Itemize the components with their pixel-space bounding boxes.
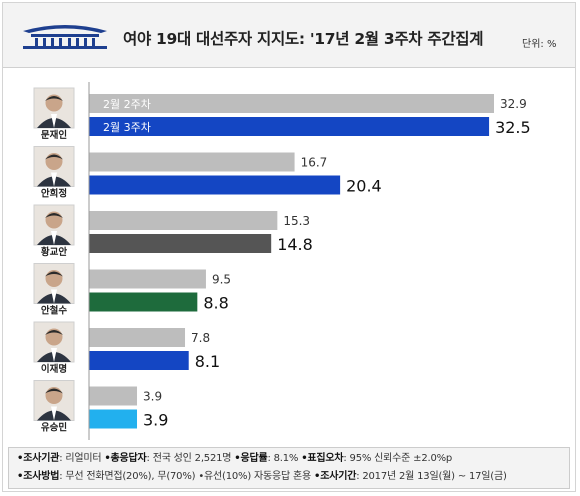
chart-title: 여야 19대 대선주자 지지도: '17년 2월 3주차 주간집계 (123, 30, 484, 48)
survey-notes: •조사기관: 리얼미터 •총응답자: 전국 성인 2,521명 •응답률: 8.… (8, 447, 570, 489)
candidate-name: 황교안 (41, 246, 67, 258)
blue-house-logo-icon (23, 25, 107, 49)
portrait-hair (45, 154, 63, 160)
survey-note-value: : 리얼미터 (59, 453, 105, 464)
portrait-hair (45, 213, 63, 218)
portrait-hair (45, 330, 63, 335)
bar-current-week (89, 351, 189, 370)
portrait-shirt (51, 406, 57, 421)
portrait-hair (45, 271, 63, 277)
bar-current-week (89, 409, 138, 429)
value-label-current-week: 32.5 (495, 118, 531, 137)
survey-notes-line-1: •조사기관: 리얼미터 •총응답자: 전국 성인 2,521명 •응답률: 8.… (17, 450, 569, 468)
candidate-name: 이재명 (41, 363, 67, 375)
survey-note-value: : 8.1% (267, 453, 302, 464)
bar-previous-week (89, 211, 278, 230)
survey-note-label: •조사기간 (314, 471, 357, 482)
bar-previous-week (89, 269, 206, 289)
bar-current-week (89, 117, 490, 136)
value-label-previous-week: 3.9 (143, 390, 162, 404)
bar-current-week (89, 292, 198, 312)
portrait-hair (45, 96, 63, 101)
survey-note-value: : 2017년 2월 13일(월) ~ 17일(금) (356, 471, 507, 482)
value-label-previous-week: 15.3 (283, 214, 310, 228)
survey-note-label: •조사기관 (17, 453, 60, 464)
survey-note-label: •표집오차 (301, 453, 344, 464)
bar-previous-week (89, 152, 295, 172)
survey-note-label: •조사방법 (17, 471, 60, 482)
bar-previous-week (89, 328, 186, 347)
value-label-current-week: 8.8 (203, 294, 228, 313)
bar-current-week (89, 234, 272, 253)
portrait-shirt (51, 231, 57, 245)
series-label-previous-week: 2월 2주차 (103, 98, 151, 111)
survey-note-value: : 95% 신뢰수준 ±2.0%p (343, 453, 453, 464)
portrait-hair (45, 388, 63, 394)
bar-current-week (89, 175, 341, 195)
survey-notes-line-2: •조사방법: 무선 전화면접(20%), 무(70%) •유선(10%) 자동응… (17, 468, 569, 486)
portrait-shirt (51, 289, 57, 304)
survey-note-value: : 전국 성인 2,521명 (146, 453, 235, 464)
unit-label: 단위: % (522, 39, 557, 50)
series-label-current-week: 2월 3주차 (103, 121, 151, 134)
candidate-name: 안철수 (41, 305, 67, 317)
header: 여야 19대 대선주자 지지도: '17년 2월 3주차 주간집계 단위: % (3, 3, 575, 68)
value-label-previous-week: 32.9 (500, 97, 527, 111)
candidate-name: 안희정 (41, 188, 67, 200)
survey-note-value: : 무선 전화면접(20%), 무(70%) •유선(10%) 자동응답 혼용 (59, 471, 314, 482)
portrait-shirt (51, 172, 57, 187)
portrait-shirt (51, 114, 57, 128)
value-label-current-week: 14.8 (277, 235, 313, 254)
value-label-current-week: 20.4 (346, 177, 382, 196)
survey-note-label: •총응답자 (104, 453, 147, 464)
value-label-current-week: 3.9 (143, 411, 168, 430)
value-label-previous-week: 16.7 (301, 156, 328, 170)
candidate-name: 문재인 (41, 129, 67, 141)
survey-note-label: •응답률 (234, 453, 268, 464)
bar-previous-week (89, 94, 494, 113)
value-label-previous-week: 7.8 (191, 331, 210, 345)
value-label-previous-week: 9.5 (212, 273, 231, 287)
portrait-shirt (51, 348, 57, 362)
candidate-name: 유승민 (41, 422, 67, 434)
value-label-current-week: 8.1 (195, 352, 220, 371)
bar-previous-week (89, 386, 138, 406)
